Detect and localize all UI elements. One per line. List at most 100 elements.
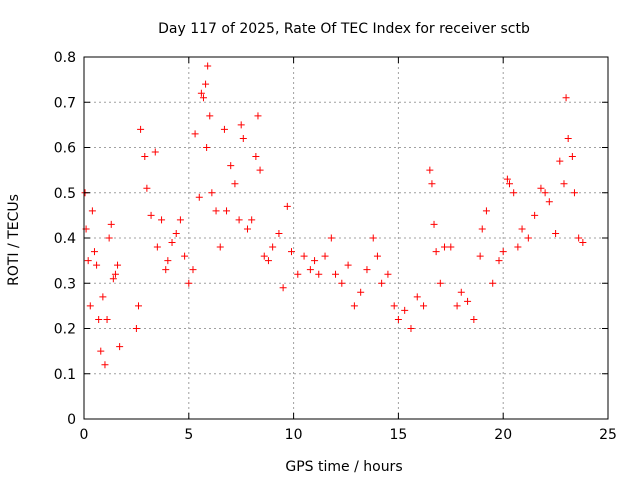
grid-lines [84, 57, 608, 419]
y-tick-label: 0.3 [54, 276, 76, 292]
data-point [147, 211, 155, 219]
x-axis-ticks: 0 5 10 15 20 25 [80, 57, 617, 443]
data-point [570, 189, 578, 197]
data-point [237, 121, 245, 129]
data-point [109, 275, 117, 283]
data-point [489, 279, 497, 287]
data-point [378, 279, 386, 287]
y-tick-label: 0.2 [54, 322, 76, 338]
data-point [189, 266, 197, 274]
data-point [476, 252, 484, 260]
data-point [99, 293, 107, 301]
data-point [216, 243, 224, 251]
data-point [208, 189, 216, 197]
data-point [363, 266, 371, 274]
data-point [283, 202, 291, 210]
data-point [560, 180, 568, 188]
data-point [575, 234, 583, 242]
data-point [254, 112, 262, 120]
data-point [162, 266, 170, 274]
data-point [441, 243, 449, 251]
data-point [116, 343, 124, 351]
data-point [158, 216, 166, 224]
data-point [243, 225, 251, 233]
data-point [300, 252, 308, 260]
y-tick-label: 0.8 [54, 50, 76, 66]
data-point [137, 125, 145, 133]
x-tick-label: 0 [80, 427, 89, 443]
data-point [426, 166, 434, 174]
data-point [344, 261, 352, 269]
data-point [321, 252, 329, 260]
data-point [413, 293, 421, 301]
data-point [151, 148, 159, 156]
x-tick-label: 5 [184, 427, 193, 443]
data-point [231, 180, 239, 188]
data-point [436, 279, 444, 287]
data-point [176, 216, 184, 224]
x-tick-label: 25 [599, 427, 617, 443]
data-point [114, 261, 122, 269]
data-point [172, 229, 180, 237]
data-point [556, 157, 564, 165]
x-tick-label: 15 [389, 427, 407, 443]
data-point [185, 279, 193, 287]
data-point [204, 62, 212, 70]
data-point [510, 189, 518, 197]
data-point [111, 270, 119, 278]
data-point [143, 184, 151, 192]
data-point [153, 243, 161, 251]
data-point [95, 315, 103, 323]
data-point [537, 184, 545, 192]
data-point [306, 266, 314, 274]
data-point [311, 257, 319, 265]
data-point [482, 207, 490, 215]
data-point [195, 193, 203, 201]
data-point [524, 234, 532, 242]
data-point [457, 288, 465, 296]
x-tick-label: 10 [285, 427, 303, 443]
data-point [279, 284, 287, 292]
data-point [564, 134, 572, 142]
chart-title: Day 117 of 2025, Rate Of TEC Index for r… [158, 21, 530, 37]
data-point [579, 239, 587, 247]
data-point [568, 153, 576, 161]
data-point [373, 252, 381, 260]
data-point [132, 325, 140, 332]
data-point [338, 279, 346, 287]
data-point [505, 180, 513, 188]
data-point [239, 134, 247, 142]
y-axis-label: ROTI / TECUs [6, 194, 22, 286]
data-point [315, 270, 323, 278]
data-point [394, 315, 402, 323]
y-axis-ticks: 0 0.1 0.2 0.3 0.4 0.5 0.6 0.7 0.8 [54, 50, 608, 428]
data-point [134, 302, 142, 310]
y-tick-label: 0.5 [54, 186, 76, 202]
data-point [390, 302, 398, 310]
data-points [81, 62, 587, 369]
data-point [256, 166, 264, 174]
data-point [401, 306, 409, 314]
data-point [453, 302, 461, 310]
data-point [428, 180, 436, 188]
data-point [101, 361, 109, 369]
data-point [235, 216, 243, 224]
data-point [264, 257, 272, 265]
y-tick-label: 0.4 [54, 231, 76, 247]
data-point [541, 189, 549, 197]
data-point [206, 112, 214, 120]
data-point [430, 220, 438, 228]
data-point [552, 229, 560, 237]
data-point [495, 257, 503, 265]
data-point [545, 198, 553, 206]
data-point [86, 302, 94, 310]
data-point [432, 248, 440, 256]
data-point [220, 125, 228, 133]
data-point [107, 220, 115, 228]
data-point [90, 248, 98, 256]
data-point [464, 297, 472, 305]
data-point [275, 229, 283, 237]
data-point [369, 234, 377, 242]
data-point [332, 270, 340, 278]
data-point [227, 162, 235, 170]
